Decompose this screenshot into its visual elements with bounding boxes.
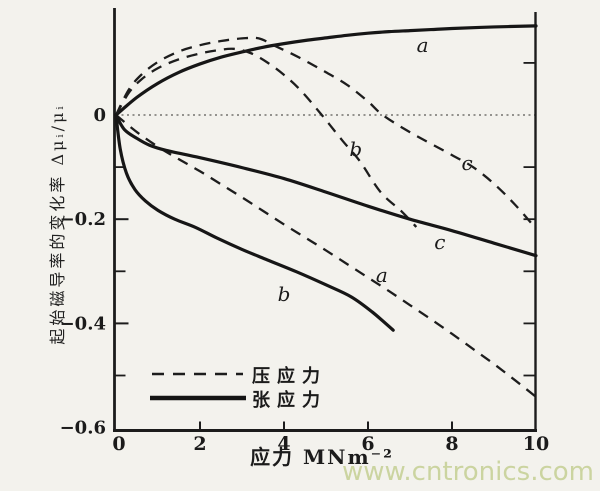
curve-annotation-a: a	[376, 263, 388, 287]
x-tick-label: 8	[445, 433, 458, 455]
y-tick-label: 0	[93, 105, 106, 126]
x-tick-label: 2	[193, 433, 206, 455]
curve-a-tensile	[114, 24, 538, 117]
y-tick-label: −0.6	[60, 418, 106, 439]
legend-label-tensile: 张应力	[252, 389, 327, 411]
watermark-text: www.cntronics.com	[342, 457, 594, 487]
x-tick-label: 0	[112, 433, 125, 455]
y-axis-title: 起始磁导率的变化率 Δμᵢ/μᵢ	[48, 103, 67, 344]
curve-annotation-b: b	[278, 282, 291, 306]
legend-label-compressive: 压应力	[252, 365, 327, 387]
chart-plot-area: 0 −0.2 −0.4 −0.6 0 2 4 6 8 10 a b c c a b	[60, 8, 549, 455]
curve-a-compressive	[115, 114, 537, 398]
curve-b-tensile	[114, 113, 395, 332]
curve-b-compressive	[115, 47, 418, 228]
x-tick-label: 10	[523, 433, 549, 455]
x-tick-label: 4	[277, 433, 290, 455]
curve-annotation-a: a	[417, 33, 429, 57]
x-tick-label: 6	[361, 433, 374, 455]
x-axis-title: 应力 MNm⁻²	[250, 445, 394, 469]
legend: 压应力 张应力	[150, 365, 327, 411]
curve-annotation-c: c	[434, 230, 445, 254]
y-tick-label: −0.4	[60, 313, 106, 334]
y-tick-label: −0.2	[60, 209, 106, 230]
curve-annotation-b: b	[349, 137, 362, 161]
curve-c-compressive	[114, 36, 537, 230]
curve-annotation-c: c	[462, 151, 473, 175]
curve-c-tensile	[114, 113, 538, 258]
